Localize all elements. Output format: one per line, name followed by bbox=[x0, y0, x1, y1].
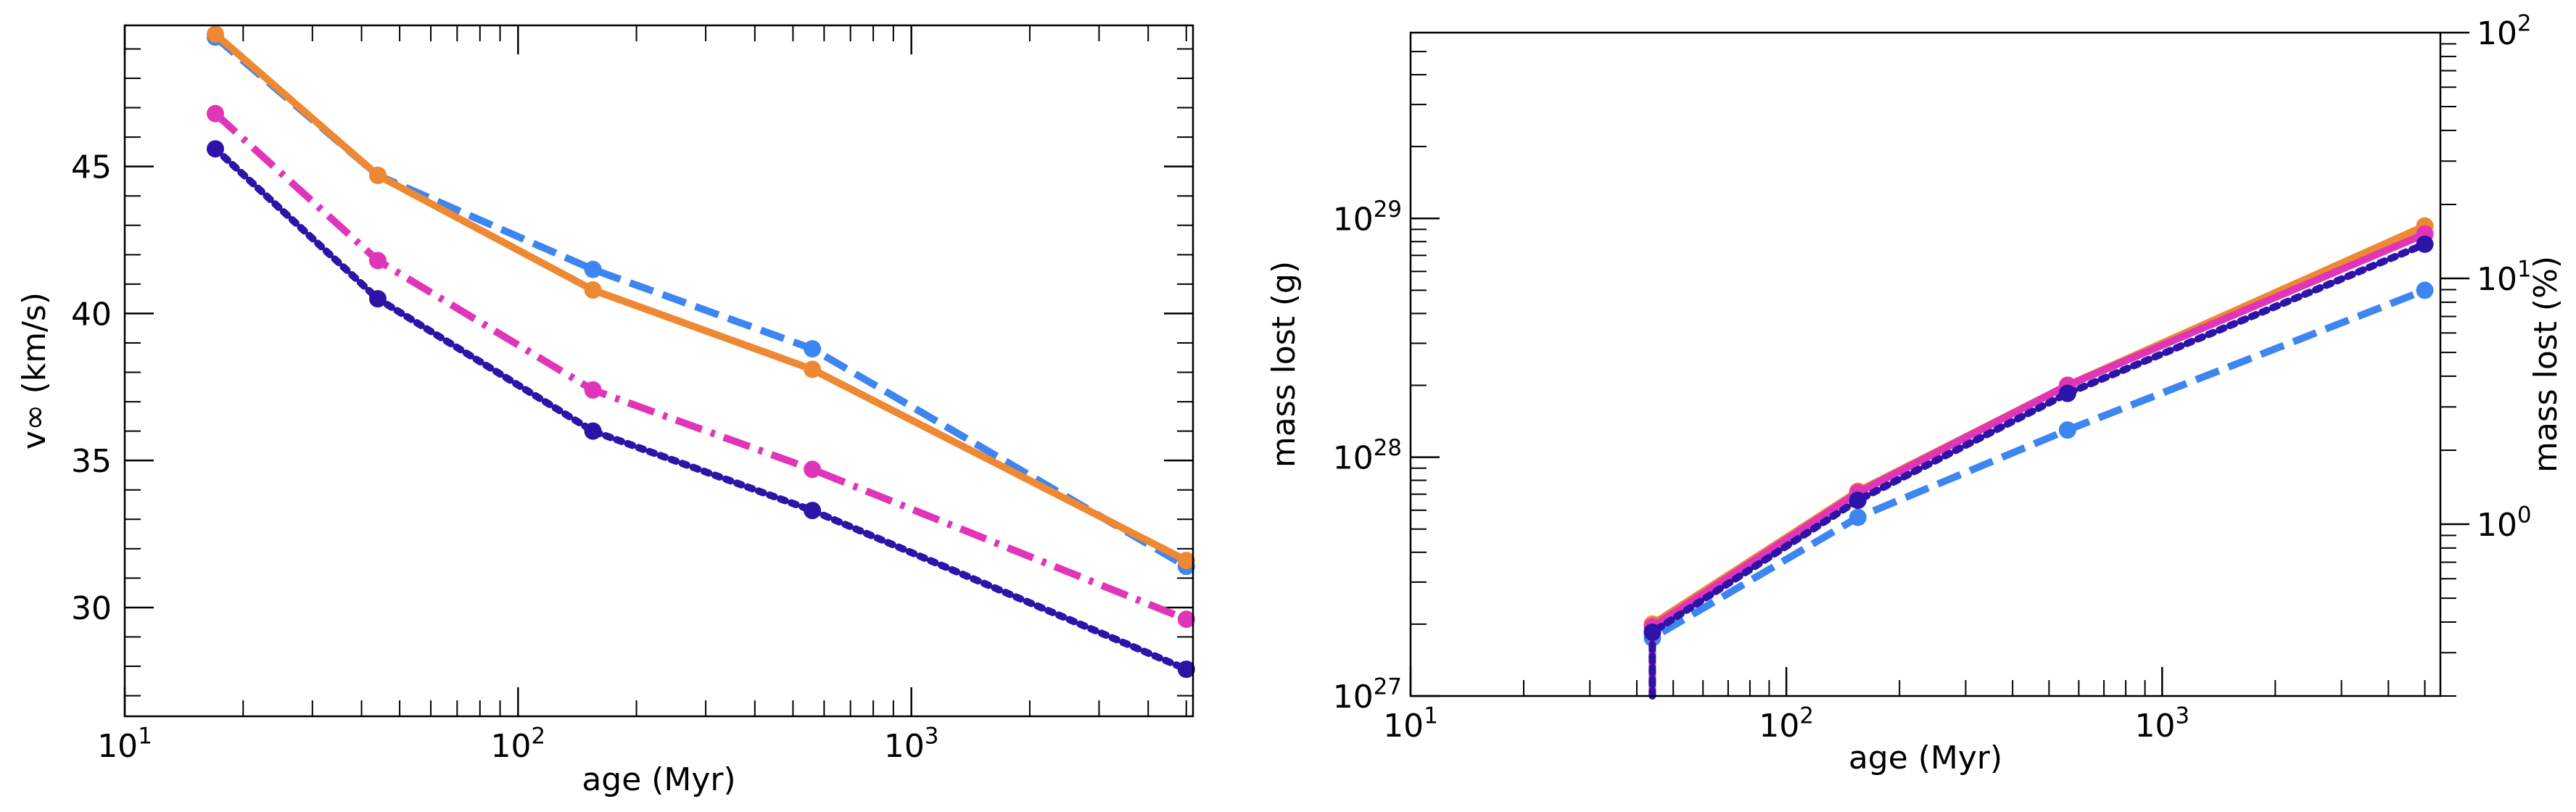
right-plot-frame bbox=[1409, 31, 2442, 697]
right-marker-blue-dashed-4 bbox=[2416, 281, 2434, 299]
left-marker-magenta-dashdot-2 bbox=[584, 381, 602, 399]
left-x-tick-label: 101 bbox=[97, 724, 152, 765]
left-marker-indigo-dotted-0 bbox=[206, 140, 224, 158]
left-y-tick-label: 40 bbox=[71, 296, 112, 333]
left-marker-magenta-dashdot-3 bbox=[804, 460, 822, 478]
left-panel-velocity: 101 102 103 30 35 40 45 age (Myr) v∞ (km/s) bbox=[16, 24, 1195, 798]
left-marker-magenta-dashdot-0 bbox=[206, 104, 224, 123]
right-marker-indigo-dotted-3 bbox=[2058, 384, 2076, 402]
left-marker-magenta-dashdot-4 bbox=[1177, 610, 1195, 629]
left-x-axis-label: age (Myr) bbox=[582, 761, 735, 798]
left-marker-indigo-dotted-2 bbox=[584, 422, 602, 440]
right-y-tick-label: 1028 bbox=[1333, 435, 1402, 476]
right-y-tick-label: 1027 bbox=[1333, 674, 1402, 716]
left-marker-blue-dashed-2 bbox=[584, 260, 602, 278]
left-marker-indigo-dotted-1 bbox=[368, 290, 387, 308]
right-y-tick-label: 1029 bbox=[1333, 196, 1402, 238]
left-y-tick-label: 45 bbox=[71, 149, 112, 186]
right-y2-tick-label: 101 bbox=[2477, 257, 2532, 298]
right-panel-mass-lost: 101 102 103 1027 1028 1029 100 101 102 age (Myr)… bbox=[1266, 11, 2564, 776]
right-marker-indigo-dotted-1 bbox=[1643, 624, 1661, 642]
left-marker-magenta-dashdot-1 bbox=[368, 252, 387, 270]
right-x-axis-label: age (Myr) bbox=[1849, 740, 2002, 776]
right-marker-indigo-dotted-2 bbox=[1849, 492, 1867, 510]
left-marker-orange-solid-0 bbox=[206, 25, 224, 44]
right-series-lines bbox=[1643, 217, 2434, 700]
right-secondary-y-axis-label: mass lost (%) bbox=[2527, 256, 2564, 473]
left-y-tick-label: 30 bbox=[71, 590, 112, 627]
left-series-lines bbox=[206, 25, 1195, 679]
right-marker-blue-dashed-2 bbox=[1849, 508, 1867, 526]
left-marker-blue-dashed-3 bbox=[804, 340, 822, 358]
right-x-tick-label: 103 bbox=[2135, 703, 2190, 745]
right-marker-blue-dashed-3 bbox=[2058, 421, 2076, 439]
left-y-axis-label: v∞ (km/s) bbox=[16, 292, 53, 450]
right-ticks: 101 102 103 1027 1028 1029 100 101 102 bbox=[1333, 11, 2532, 745]
right-y2-tick-label: 100 bbox=[2477, 502, 2532, 544]
left-y-tick-label: 35 bbox=[71, 443, 112, 480]
right-y-axis-label: mass lost (g) bbox=[1266, 261, 1303, 468]
right-x-tick-label: 102 bbox=[1759, 703, 1814, 745]
left-marker-indigo-dotted-3 bbox=[804, 502, 822, 520]
left-marker-indigo-dotted-4 bbox=[1177, 660, 1195, 679]
right-marker-indigo-dotted-4 bbox=[2416, 235, 2434, 253]
left-ticks: 101 102 103 30 35 40 45 bbox=[71, 25, 1193, 765]
left-marker-orange-solid-4 bbox=[1177, 552, 1195, 570]
left-marker-orange-solid-3 bbox=[804, 360, 822, 378]
left-plot-frame bbox=[123, 24, 1194, 718]
left-x-tick-label: 103 bbox=[884, 724, 939, 765]
left-x-tick-label: 102 bbox=[491, 724, 546, 765]
left-marker-orange-solid-1 bbox=[368, 166, 387, 184]
right-y2-tick-label: 102 bbox=[2477, 11, 2532, 52]
left-marker-orange-solid-2 bbox=[584, 281, 602, 299]
right-x-tick-label: 101 bbox=[1383, 703, 1438, 745]
